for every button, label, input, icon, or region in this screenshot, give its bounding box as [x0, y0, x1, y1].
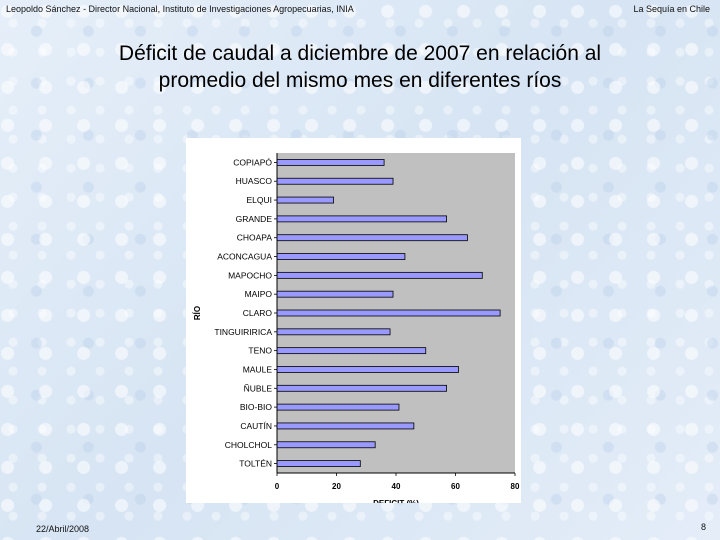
y-axis-title: RÍO: [193, 306, 202, 320]
category-label: CAUTÍN: [240, 421, 272, 431]
bar: [276, 271, 483, 279]
slide-title: Déficit de caudal a diciembre de 2007 en…: [40, 40, 680, 94]
bar: [276, 290, 394, 298]
bar: [276, 253, 406, 260]
x-tick-label: 40: [392, 482, 401, 491]
category-label: HUASCO: [236, 176, 273, 186]
bar: [276, 196, 334, 204]
bar: [276, 177, 394, 185]
bar: [276, 403, 400, 411]
bar: [276, 422, 415, 430]
bar: [276, 215, 447, 223]
slide-title-line-1: Déficit de caudal a diciembre de 2007 en…: [118, 42, 602, 65]
footer-date: 22/Abril/2008: [36, 524, 90, 534]
chart-panel: COPIAPÓ HUASCO ELQUI GRANDE CHOAPA ACONCAGUA M…: [186, 138, 521, 503]
category-label: MAIPO: [245, 289, 273, 299]
bar: [276, 309, 501, 317]
slide-topic-header: La Sequía en Chile: [633, 4, 710, 14]
page-number: 8: [700, 522, 706, 532]
category-label: ACONCAGUA: [217, 252, 272, 262]
bar: [276, 366, 459, 373]
category-label: TOLTÉN: [239, 459, 272, 469]
category-label: MAULE: [243, 364, 273, 374]
category-label: CLARO: [243, 308, 273, 318]
x-tick-label: 80: [511, 482, 520, 491]
presenter-header: Leopoldo Sánchez - Director Nacional, In…: [6, 4, 354, 14]
bar: [276, 347, 427, 355]
bar-chart: COPIAPÓ HUASCO ELQUI GRANDE CHOAPA ACONCAGUA M…: [193, 153, 520, 503]
bar: [276, 384, 447, 392]
category-label: TENO: [248, 346, 272, 356]
x-axis-title: DEFICIT (%): [373, 499, 419, 503]
bar: [276, 441, 376, 449]
category-label: BIO-BIO: [240, 402, 273, 412]
category-label: TINGUIRIRICA: [214, 327, 272, 337]
category-label: COPIAPÓ: [233, 157, 272, 167]
category-label: ELQUI: [246, 195, 272, 205]
x-tick-label: 0: [275, 482, 280, 491]
bar: [276, 234, 468, 242]
category-label: GRANDE: [236, 214, 273, 224]
category-label: CHOAPA: [237, 233, 273, 243]
bar: [276, 328, 391, 336]
bar: [276, 460, 361, 467]
x-tick-label: 60: [451, 482, 460, 491]
bar: [276, 159, 385, 166]
slide-title-line-2: promedio del mismo mes en diferentes río…: [158, 69, 562, 92]
category-label: MAPOCHO: [228, 270, 272, 280]
x-tick-label: 20: [332, 482, 341, 491]
category-label: ÑUBLE: [244, 383, 273, 393]
category-label: CHOLCHOL: [225, 440, 273, 450]
